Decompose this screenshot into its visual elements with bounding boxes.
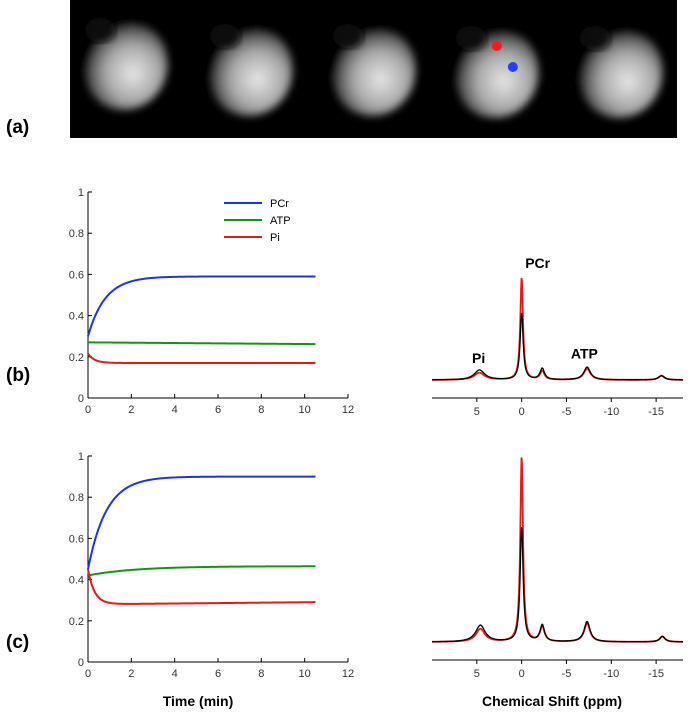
spectrum-measured: [432, 527, 683, 643]
panel-label-a: (a): [6, 117, 30, 138]
spectrum-measured: [431, 312, 683, 381]
x-tick-label: -5: [562, 406, 572, 418]
spectrum-fit: [432, 277, 683, 381]
x-tick-label: 2: [128, 668, 134, 680]
x-tick-label: 5: [474, 668, 480, 680]
x-tick-label: 5: [474, 406, 480, 418]
series-line-atp: [87, 565, 316, 577]
x-tick-label: 10: [299, 404, 311, 416]
series-line-pcr: [87, 475, 316, 570]
peak-label-atp: ATP: [571, 346, 598, 362]
legend-label-pi: Pi: [270, 232, 280, 244]
y-tick-label: 1: [78, 451, 84, 463]
series-line-pcr: [87, 275, 316, 337]
mri-dark-region: [580, 26, 611, 50]
mri-frame: [557, 0, 677, 138]
mri-dark-region: [456, 26, 487, 50]
chart-b-right: 5 0 -5 -10 -15 PCr Pi ATP: [431, 255, 683, 418]
y-tick-label: 0.2: [69, 616, 84, 628]
mri-frame: [191, 0, 312, 138]
y-tick-label: 0: [78, 657, 84, 669]
series-line-pi: [87, 569, 316, 605]
y-tick-label: 0.2: [69, 352, 84, 364]
x-tick-label: -15: [648, 668, 664, 680]
y-tick-label: 0: [78, 393, 84, 405]
mri-frame-image: [451, 26, 540, 118]
legend-label-pcr: PCr: [270, 198, 289, 210]
x-tick-label: 0: [519, 668, 525, 680]
y-tick-label: 0.6: [69, 533, 84, 545]
mri-frame-image: [575, 26, 664, 118]
red-dot: [492, 41, 503, 51]
y-tick-label: 0.8: [69, 228, 84, 240]
blue-dot: [508, 62, 519, 72]
chart-c-left: 00.20.40.60.810 2 4 6 8 10 12: [69, 451, 354, 680]
mri-frame-image: [79, 18, 168, 110]
mri-frame-image: [204, 24, 293, 116]
series-line-pi: [87, 353, 316, 364]
x-tick-label: -10: [603, 406, 619, 418]
y-tick-label: 1: [78, 187, 84, 199]
x-tick-label: -15: [648, 406, 664, 418]
peak-label-pcr: PCr: [525, 255, 550, 271]
x-tick-label: 4: [172, 404, 178, 416]
mri-frame: [435, 0, 556, 138]
y-tick-label: 0.6: [69, 269, 84, 281]
y-tick-label: 0.4: [69, 575, 84, 587]
spectrum-fit: [432, 457, 684, 643]
x-tick-label: 4: [172, 668, 178, 680]
x-tick-label: 2: [128, 404, 134, 416]
x-tick-label: 10: [299, 668, 311, 680]
mri-image-strip: [70, 0, 677, 138]
x-tick-label: 12: [342, 668, 354, 680]
y-tick-label: 0.8: [69, 492, 84, 504]
x-tick-label: 0: [85, 404, 91, 416]
series-line-atp: [87, 341, 316, 346]
mri-dark-region: [332, 24, 363, 48]
mri-dark-region: [84, 18, 115, 42]
x-tick-label: 6: [215, 668, 221, 680]
panel-label-c: (c): [6, 632, 30, 653]
mri-frame-image: [327, 24, 416, 116]
x-tick-label: -5: [562, 668, 572, 680]
x-tick-label: 6: [215, 404, 221, 416]
y-tick-label: 0.4: [69, 311, 84, 323]
x-tick-label: 0: [85, 668, 91, 680]
x-tick-label: 8: [258, 668, 264, 680]
mri-frame: [70, 0, 190, 138]
x-tick-label: 8: [258, 404, 264, 416]
panel-label-b: (b): [6, 365, 31, 386]
x-tick-label: 12: [342, 404, 354, 416]
chart-c-right: 5 0 -5 -10 -15: [432, 457, 684, 680]
mri-frame: [313, 0, 434, 138]
mri-dark-region: [209, 24, 240, 48]
legend-label-atp: ATP: [270, 215, 291, 227]
chemical-shift-axis-label: Chemical Shift (ppm): [482, 693, 622, 709]
x-tick-label: 0: [519, 406, 525, 418]
peak-label-pi: Pi: [472, 350, 485, 366]
x-tick-label: -10: [603, 668, 619, 680]
time-axis-label: Time (min): [163, 693, 234, 709]
